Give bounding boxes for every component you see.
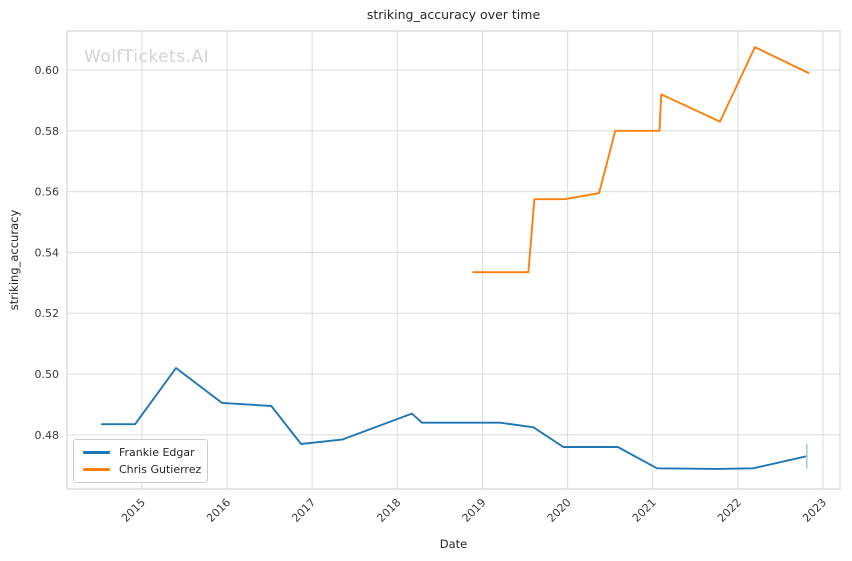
series-line-frankie-edgar bbox=[100, 367, 808, 470]
y-tick-label: 0.54 bbox=[35, 246, 60, 259]
x-tick-label: 2018 bbox=[374, 496, 403, 525]
legend-item-chris-gutierrez: Chris Gutierrez bbox=[83, 463, 203, 476]
x-tick-label: 2019 bbox=[460, 496, 489, 525]
y-axis-label: striking_accuracy bbox=[7, 209, 21, 311]
y-tick-label: 0.50 bbox=[35, 368, 60, 381]
x-tick-label: 2015 bbox=[119, 496, 148, 525]
y-tick-label: 0.52 bbox=[35, 307, 60, 320]
x-tick-label: 2016 bbox=[204, 496, 233, 525]
x-tick-label: 2022 bbox=[715, 496, 744, 525]
legend: Frankie Edgar Chris Gutierrez bbox=[73, 439, 208, 483]
legend-label: Chris Gutierrez bbox=[119, 463, 202, 476]
y-tick-label: 0.56 bbox=[35, 186, 60, 199]
y-tick-label: 0.58 bbox=[35, 125, 60, 138]
y-tick-label: 0.60 bbox=[35, 64, 60, 77]
watermark: WolfTickets.AI bbox=[84, 47, 210, 67]
series-line-chris-gutierrez bbox=[472, 46, 810, 274]
legend-line-swatch bbox=[83, 451, 110, 454]
x-axis-label: Date bbox=[439, 537, 468, 551]
legend-item-frankie-edgar: Frankie Edgar bbox=[83, 446, 203, 459]
plot-border bbox=[66, 30, 841, 490]
legend-line-swatch bbox=[83, 468, 110, 471]
x-tick-label: 2020 bbox=[545, 496, 574, 525]
legend-label: Frankie Edgar bbox=[119, 446, 195, 459]
x-tick-label: 2023 bbox=[800, 496, 829, 525]
chart-title: striking_accuracy over time bbox=[366, 7, 541, 22]
x-tick-label: 2021 bbox=[630, 496, 659, 525]
x-tick-label: 2017 bbox=[289, 496, 318, 525]
y-tick-label: 0.48 bbox=[35, 429, 60, 442]
